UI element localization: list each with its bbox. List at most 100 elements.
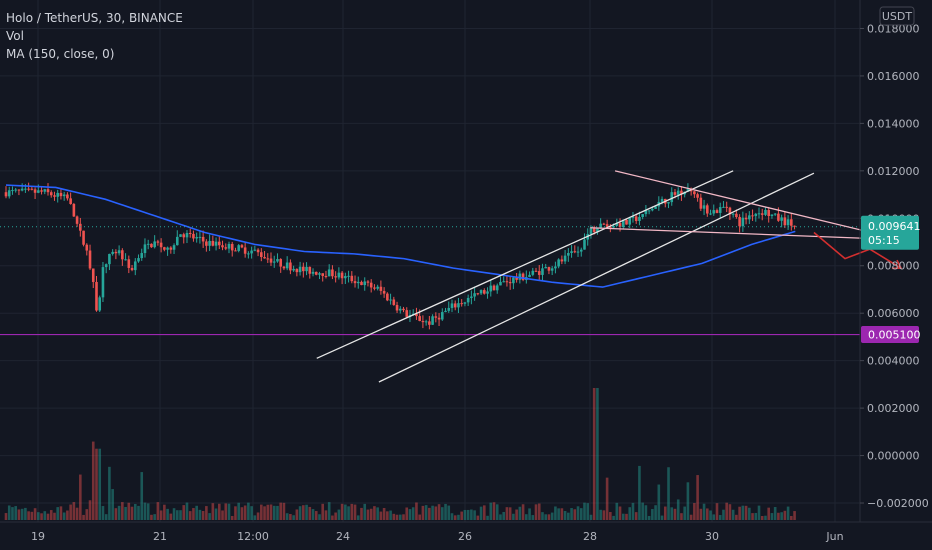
candle-body bbox=[757, 213, 761, 215]
candle-body bbox=[91, 268, 95, 282]
volume-bar bbox=[146, 503, 150, 520]
projection-arrow-head bbox=[891, 259, 903, 270]
candle-body bbox=[424, 321, 428, 323]
candle-body bbox=[211, 240, 215, 246]
candle-body bbox=[715, 210, 719, 213]
volume-bar bbox=[563, 510, 567, 520]
volume-bar bbox=[166, 508, 169, 520]
time-axis[interactable]: 19 21 12:00 24 26 28 30 Jun bbox=[31, 530, 844, 543]
candle-body bbox=[72, 203, 76, 217]
candle-body bbox=[544, 267, 548, 269]
volume-bar bbox=[521, 504, 525, 520]
volume-bar bbox=[537, 503, 541, 520]
volume-indicator-label[interactable]: Vol bbox=[6, 29, 24, 43]
volume-bar bbox=[256, 512, 260, 520]
volume-bar bbox=[305, 504, 308, 520]
volume-bar bbox=[615, 502, 619, 520]
candle-body bbox=[318, 273, 321, 275]
candle-body bbox=[693, 191, 696, 195]
candle-body bbox=[508, 282, 512, 284]
volume-bar bbox=[11, 507, 14, 520]
candle-body bbox=[98, 297, 102, 311]
volume-bar bbox=[657, 484, 661, 520]
candle-body bbox=[263, 257, 266, 259]
x-tick-label: 21 bbox=[153, 530, 167, 543]
candle-body bbox=[324, 275, 328, 277]
candle-body bbox=[392, 299, 396, 305]
candle-body bbox=[492, 285, 496, 291]
volume-bar bbox=[347, 506, 350, 520]
volume-bar bbox=[770, 513, 774, 520]
volume-bar bbox=[573, 509, 577, 520]
volume-bar bbox=[728, 504, 732, 520]
candle-body bbox=[166, 247, 169, 250]
candle-body bbox=[43, 189, 47, 192]
volume-bar bbox=[621, 513, 625, 520]
candle-body bbox=[208, 240, 211, 246]
volume-bar bbox=[567, 512, 570, 520]
volume-bar bbox=[434, 506, 438, 520]
candle-body bbox=[240, 245, 244, 248]
volume-bar bbox=[289, 514, 292, 520]
volume-bar bbox=[667, 467, 670, 520]
volume-bar bbox=[596, 388, 599, 520]
candle-body bbox=[621, 219, 625, 228]
candle-body bbox=[773, 213, 777, 215]
volume-bar bbox=[175, 510, 179, 520]
candle-body bbox=[625, 219, 628, 225]
volume-bar bbox=[499, 514, 502, 520]
volume-bar bbox=[121, 502, 124, 520]
volume-bar bbox=[243, 505, 247, 520]
candle-body bbox=[69, 198, 72, 204]
candle-body bbox=[450, 303, 454, 308]
candle-body bbox=[483, 290, 486, 294]
candle-body bbox=[282, 266, 286, 269]
volume-bar bbox=[641, 502, 644, 520]
candle-body bbox=[777, 213, 780, 221]
volume-bar bbox=[709, 510, 712, 520]
trend-drawings[interactable] bbox=[316, 170, 903, 383]
candle-body bbox=[654, 206, 657, 209]
volume-bar bbox=[373, 506, 376, 520]
symbol-title[interactable]: Holo / TetherUS, 30, BINANCE bbox=[6, 11, 183, 25]
volume-bar bbox=[486, 515, 489, 520]
candle-body bbox=[256, 249, 260, 253]
candle-body bbox=[150, 243, 153, 248]
volume-bar bbox=[363, 503, 367, 520]
volume-bar bbox=[466, 509, 470, 520]
candle-body bbox=[741, 217, 745, 227]
candle-body bbox=[182, 234, 186, 238]
volume-bar bbox=[140, 472, 144, 520]
candle-body bbox=[337, 272, 341, 278]
candle-body bbox=[314, 271, 318, 275]
candle-body bbox=[735, 213, 738, 218]
candle-body bbox=[137, 258, 140, 262]
price-axis[interactable]: 0.0180000.0160000.0140000.0120000.010000… bbox=[860, 22, 929, 510]
candle-body bbox=[153, 241, 156, 248]
candle-body bbox=[618, 223, 622, 228]
candle-body bbox=[760, 213, 764, 215]
volume-bar bbox=[318, 514, 321, 520]
ma-indicator-label[interactable]: MA (150, close, 0) bbox=[6, 47, 115, 61]
volume-bar bbox=[253, 515, 257, 520]
volume-bar bbox=[479, 506, 483, 520]
candle-body bbox=[108, 253, 111, 265]
candle-body bbox=[221, 245, 224, 248]
candle-body bbox=[676, 190, 680, 195]
candle-body bbox=[460, 303, 463, 305]
candle-body bbox=[499, 281, 502, 286]
volume-bar bbox=[143, 502, 147, 520]
volume-bar bbox=[557, 508, 560, 520]
candle-body bbox=[4, 192, 8, 197]
currency-badge-box[interactable] bbox=[879, 6, 915, 26]
candle-body bbox=[728, 207, 732, 215]
volume-bar bbox=[712, 514, 716, 520]
volume-bar bbox=[327, 502, 331, 520]
candle-body bbox=[227, 243, 231, 249]
candle-body bbox=[331, 269, 334, 277]
volume-bar bbox=[379, 511, 383, 520]
candle-body bbox=[373, 287, 376, 289]
candle-body bbox=[53, 195, 56, 197]
candle-body bbox=[780, 217, 783, 221]
